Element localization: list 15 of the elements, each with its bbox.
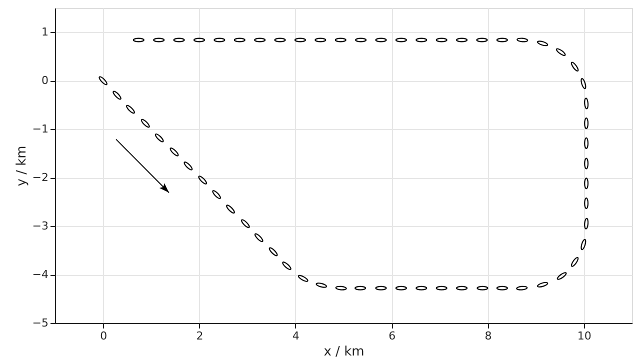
x-tick-label: 10 <box>577 330 592 342</box>
y-axis-title: y / km <box>14 146 30 186</box>
x-axis-title: x / km <box>324 344 364 360</box>
y-tick-label: −4 <box>32 268 48 282</box>
y-tick-label: 1 <box>42 26 48 39</box>
x-tick-label: 8 <box>484 330 492 342</box>
x-tick-label: 2 <box>196 330 204 342</box>
x-tick-label: 6 <box>388 330 396 342</box>
x-tick-label: 4 <box>292 330 300 342</box>
y-tick-label: −1 <box>32 122 48 136</box>
y-tick-label: −3 <box>32 220 48 233</box>
y-tick-label: −2 <box>32 171 48 184</box>
x-tick-label: 0 <box>100 330 108 342</box>
y-tick-label: −5 <box>32 316 48 330</box>
y-tick-label: 0 <box>42 74 48 88</box>
